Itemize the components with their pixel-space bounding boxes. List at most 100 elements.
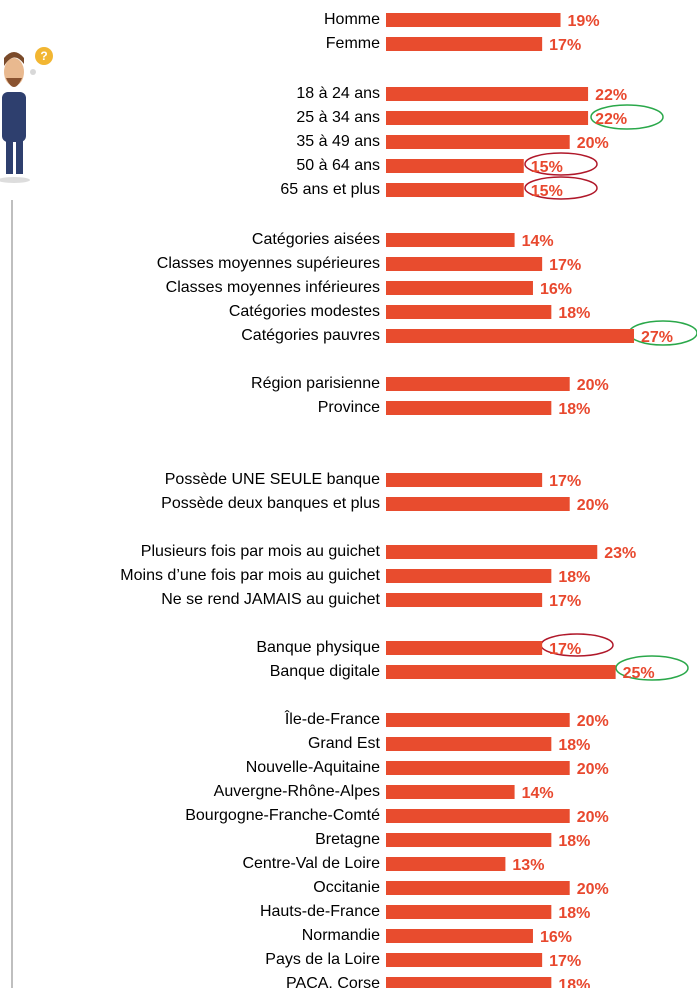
category-label: Grand Est [308,735,381,752]
category-label: 25 à 34 ans [296,109,380,126]
category-label: Centre-Val de Loire [242,855,380,872]
category-label: 50 à 64 ans [296,157,380,174]
bar [386,37,542,51]
bar [386,737,551,751]
category-label: Île-de-France [284,709,380,728]
category-label: Pays de la Loire [265,951,380,968]
chart: ? Homme 19% Femme 17% 18 à 24 ans 22% 25 à 34 … [0,0,697,988]
bar [386,761,570,775]
category-label: PACA, Corse [286,975,380,988]
bar [386,833,551,847]
bar [386,159,524,173]
category-label: Bretagne [315,831,380,848]
category-label: Moins d’une fois par mois au guichet [120,567,380,584]
category-label: 65 ans et plus [280,181,380,198]
value-label: 17% [549,37,581,54]
value-label: 20% [577,497,609,514]
bar [386,497,570,511]
category-label: Catégories aisées [252,231,380,248]
bar [386,857,505,871]
bar [386,953,542,967]
category-label: Banque physique [256,639,380,656]
bar [386,665,616,679]
category-label: Homme [324,11,380,28]
value-label: 17% [549,593,581,610]
value-label: 20% [577,377,609,394]
bar [386,593,542,607]
bar [386,545,597,559]
bar [386,281,533,295]
category-label: Région parisienne [251,375,380,392]
category-label: Hauts-de-France [260,903,380,920]
bar [386,569,551,583]
value-label: 20% [577,809,609,826]
value-label: 14% [522,233,554,250]
value-label: 16% [540,929,572,946]
category-label: Province [318,399,380,416]
bar [386,809,570,823]
category-label: Ne se rend JAMAIS au guichet [161,591,380,608]
bar [386,233,515,247]
value-label: 14% [522,785,554,802]
category-label: Banque digitale [270,663,380,680]
category-label: Femme [326,35,380,52]
category-label: Bourgogne-Franche-Comté [185,807,380,824]
value-label: 18% [558,833,590,850]
bar [386,257,542,271]
category-label: Catégories pauvres [241,327,380,344]
value-label: 13% [512,857,544,874]
value-label: 27% [641,329,673,346]
bar [386,473,542,487]
bar [386,87,588,101]
category-label: Plusieurs fois par mois au guichet [141,543,381,560]
value-label: 16% [540,281,572,298]
bar [386,13,561,27]
category-label: Occitanie [313,879,380,896]
category-label: 18 à 24 ans [296,85,380,102]
bar [386,713,570,727]
value-label: 25% [623,665,655,682]
value-label: 18% [558,977,590,988]
value-label: 18% [558,401,590,418]
value-label: 19% [568,13,600,30]
value-label: 20% [577,761,609,778]
bar [386,929,533,943]
category-label: Catégories modestes [229,303,380,320]
category-label: 35 à 49 ans [296,133,380,150]
bar [386,785,515,799]
bar [386,329,634,343]
value-label: 22% [595,111,627,128]
bar [386,305,551,319]
value-label: 15% [531,159,563,176]
svg-text:?: ? [40,49,47,63]
value-label: 22% [595,87,627,104]
character-illustration: ? [0,47,53,183]
value-label: 15% [531,183,563,200]
bar [386,377,570,391]
value-label: 17% [549,953,581,970]
bar [386,881,570,895]
value-label: 18% [558,905,590,922]
value-label: 20% [577,713,609,730]
value-label: 17% [549,473,581,490]
bar [386,977,551,988]
category-label: Possède deux banques et plus [161,495,380,512]
value-label: 20% [577,135,609,152]
category-label: Normandie [302,927,380,944]
bar [386,905,551,919]
value-label: 23% [604,545,636,562]
value-label: 17% [549,257,581,274]
category-label: Classes moyennes supérieures [157,255,380,272]
value-label: 17% [549,641,581,658]
value-label: 18% [558,737,590,754]
category-label: Auvergne-Rhône-Alpes [214,783,380,800]
bar [386,401,551,415]
category-label: Nouvelle-Aquitaine [246,759,380,776]
bar [386,183,524,197]
value-label: 18% [558,305,590,322]
category-label: Possède UNE SEULE banque [165,471,380,488]
bar [386,641,542,655]
category-label: Classes moyennes inférieures [166,279,380,296]
bar [386,135,570,149]
bar [386,111,588,125]
